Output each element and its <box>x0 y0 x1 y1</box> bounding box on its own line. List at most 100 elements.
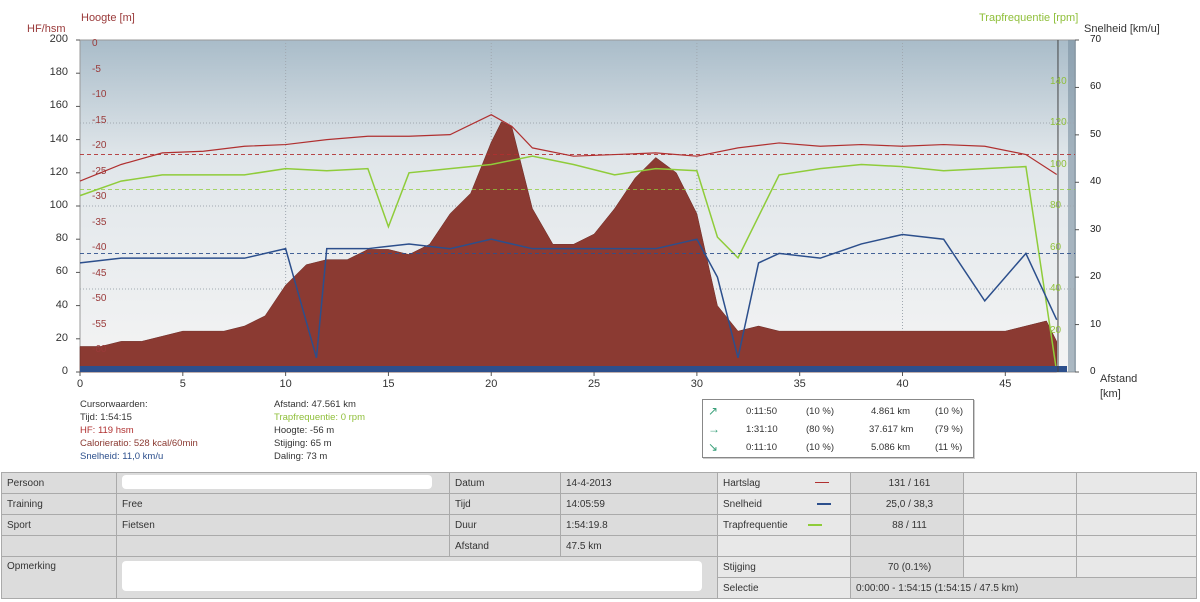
x-tick-label: 40 <box>896 378 909 390</box>
training-info-table: Persoon Datum 14-4-2013 Hartslag 131 / 1… <box>1 472 1197 599</box>
tijd-value: 14:05:59 <box>560 493 718 515</box>
x-tick-label: 20 <box>485 378 498 390</box>
cadence-tick-label: 40 <box>1050 283 1062 294</box>
training-label: Training <box>1 493 117 515</box>
cursor-values-right: Afstand: 47.561 km Trapfrequentie: 0 rpm… <box>274 398 365 463</box>
table-row: Afstand 47.5 km <box>1 535 1197 557</box>
altitude-tick-label: 0 <box>92 38 98 49</box>
arrow-down-right-icon: ↘ <box>708 440 719 454</box>
training-value: Free <box>116 493 450 515</box>
hr-tick-label: 200 <box>49 33 68 45</box>
altitude-tick-label: -55 <box>92 318 107 330</box>
empty-cell <box>1 535 117 557</box>
stijging-value: 70 (0.1%) <box>850 556 964 578</box>
table-row: Selectie 0:00:00 - 1:54:15 (1:54:15 / 47… <box>2 577 1197 599</box>
hr-tick-label: 80 <box>55 232 68 245</box>
stijging-label: Stijging <box>717 556 851 578</box>
datum-label: Datum <box>449 472 561 494</box>
cadence-tick-label: 120 <box>1050 117 1067 128</box>
activity-chart[interactable] <box>0 0 1200 400</box>
speed-tick-label: 0 <box>1090 366 1096 377</box>
persoon-value <box>116 472 450 494</box>
cadence-axis-title: Trapfrequentie [rpm] <box>979 12 1079 24</box>
x-tick-label: 5 <box>179 378 186 390</box>
hr-tick-label: 160 <box>49 99 68 112</box>
cadence-tick-label: 140 <box>1050 75 1067 87</box>
speed-tick-label: 50 <box>1090 128 1102 140</box>
summary-time-pct: (10 %) <box>806 442 834 453</box>
slope-summary: ↗ 0:11:50 (10 %) 4.861 km (10 %) → 1:31:… <box>702 399 974 458</box>
empty-cell <box>1076 472 1197 494</box>
hr-legend-line <box>815 482 830 484</box>
table-row: Training Free Tijd 14:05:59 Snelheid 25,… <box>1 493 1197 515</box>
altitude-tick-label: -60 <box>92 344 107 356</box>
empty-cell <box>717 535 851 557</box>
selectie-value: 0:00:00 - 1:54:15 (1:54:15 / 47.5 km) <box>850 577 1197 599</box>
duur-label: Duur <box>449 514 561 536</box>
afstand-label: Afstand <box>449 535 561 557</box>
speed-tick-label: 40 <box>1090 176 1102 188</box>
series-layer <box>79 40 1075 373</box>
sport-label: Sport <box>1 514 117 536</box>
cadence-tick-label: 100 <box>1050 158 1067 170</box>
trap-value: 88 / 111 <box>850 514 964 536</box>
hr-tick-label: 140 <box>49 132 68 145</box>
empty-cell <box>116 535 450 557</box>
hartslag-label: Hartslag <box>717 472 851 494</box>
summary-time-pct: (10 %) <box>806 406 834 417</box>
summary-time: 0:11:10 <box>746 442 777 453</box>
hr-tick-label: 20 <box>55 331 68 344</box>
table-row: Opmerking Stijging 70 (0.1%) <box>1 556 1197 599</box>
summary-time: 0:11:50 <box>746 406 777 417</box>
cursor-altitude: Hoogte: -56 m <box>274 425 335 436</box>
cursor-speed: Snelheid: 11,0 km/u <box>80 451 164 462</box>
hr-tick-label: 40 <box>55 298 68 311</box>
x-tick-label: 25 <box>587 378 601 390</box>
x-tick-label: 0 <box>76 378 84 390</box>
empty-cell <box>963 472 1077 494</box>
table-row: Persoon Datum 14-4-2013 Hartslag 131 / 1… <box>1 472 1197 494</box>
empty-cell <box>1076 493 1197 515</box>
speed-tick-label: 70 <box>1090 34 1102 45</box>
summary-time-pct: (80 %) <box>806 424 834 435</box>
speed-axis-title: Snelheid [km/u] <box>1084 23 1160 35</box>
summary-dist-pct: (79 %) <box>935 424 963 435</box>
cadence-line <box>79 155 1058 373</box>
cadence-tick-label: 80 <box>1050 200 1062 211</box>
snelheid-label: Snelheid <box>717 493 851 515</box>
x-axis-unit: [km] <box>1100 388 1121 400</box>
hr-tick-label: 100 <box>49 199 68 211</box>
hr-line <box>79 114 1058 182</box>
snelheid-value: 25,0 / 38,3 <box>850 493 964 515</box>
altitude-tick-label: -20 <box>92 140 107 152</box>
opmerking-label: Opmerking <box>1 556 117 599</box>
empty-cell <box>1076 535 1197 557</box>
altitude-tick-label: -45 <box>92 267 107 279</box>
altitude-tick-label: -30 <box>92 191 107 203</box>
arrow-up-right-icon: ↗ <box>708 404 719 418</box>
summary-dist-pct: (11 %) <box>935 442 963 453</box>
cursor-distance: Afstand: 47.561 km <box>274 399 356 410</box>
redacted-name <box>122 474 432 489</box>
altitude-tick-label: -15 <box>92 114 107 126</box>
hr-tick-label: 180 <box>49 66 68 79</box>
hr-tick-label: 0 <box>61 365 68 377</box>
altitude-tick-label: -5 <box>92 63 101 75</box>
speed-legend-line <box>816 502 831 505</box>
empty-cell <box>963 514 1077 536</box>
cursor-cadence: Trapfrequentie: 0 rpm <box>274 412 365 423</box>
cadence-tick-label: 20 <box>1050 324 1062 336</box>
speed-axis-strip <box>1068 40 1076 372</box>
duur-value: 1:54:19.8 <box>560 514 718 536</box>
hr-axis-title: HF/hsm <box>27 23 66 35</box>
speed-tick-label: 10 <box>1090 318 1102 330</box>
cursor-title: Cursorwaarden: <box>80 399 148 410</box>
empty-cell <box>850 535 964 557</box>
summary-dist: 37.617 km <box>869 424 914 435</box>
cadence-legend-line <box>807 523 822 526</box>
summary-dist: 4.861 km <box>871 406 911 417</box>
cadence-tick-label: 60 <box>1050 241 1062 253</box>
afstand-value: 47.5 km <box>560 535 718 557</box>
x-tick-label: 35 <box>793 378 806 390</box>
speed-tick-label: 30 <box>1090 223 1102 235</box>
